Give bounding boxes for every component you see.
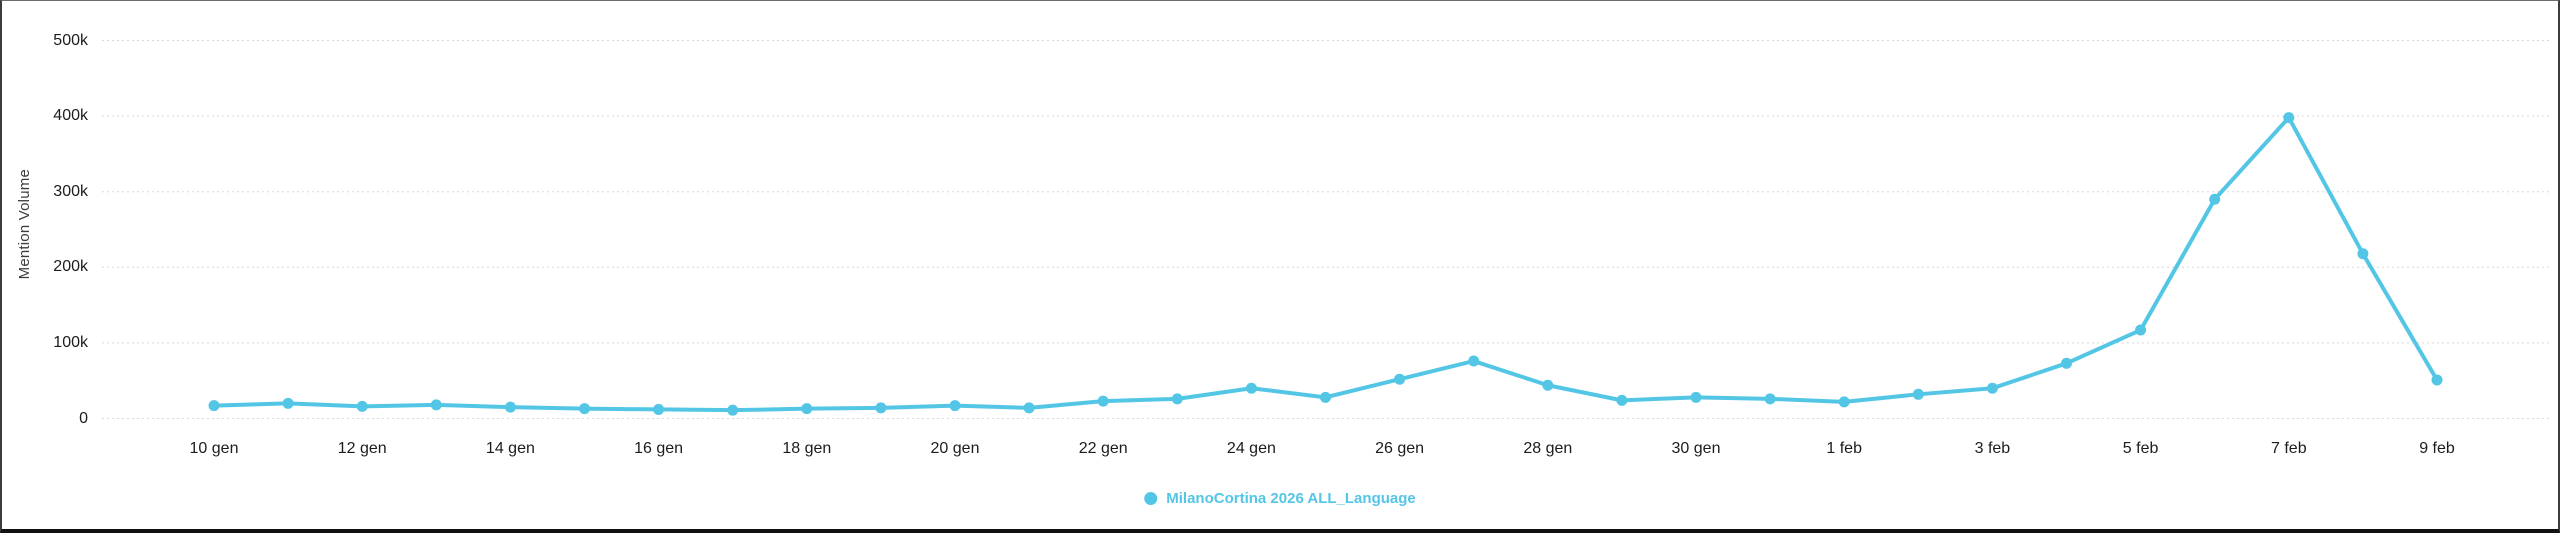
data-point[interactable] [1171,393,1183,405]
data-point[interactable] [801,403,813,415]
data-point[interactable] [1468,355,1480,367]
x-tick-label: 9 feb [2419,440,2455,457]
y-tick-label: 100k [53,333,88,351]
data-point[interactable] [1394,373,1406,385]
data-point[interactable] [356,400,368,412]
data-point[interactable] [949,400,961,412]
y-tick-label: 0 [79,409,88,427]
data-point[interactable] [579,403,590,415]
x-tick-label: 24 gen [1226,440,1276,457]
x-tick-label: 22 gen [1078,440,1128,457]
legend-label: MilanoCortina 2026 ALL_Language [1166,490,1416,507]
x-tick-label: 20 gen [930,440,980,457]
x-tick-label: 3 feb [1974,440,2011,457]
data-point[interactable] [1097,395,1109,407]
data-point[interactable] [1986,382,1998,394]
data-point[interactable] [875,402,887,414]
x-tick-label: 12 gen [337,440,387,457]
data-point[interactable] [2135,324,2147,336]
data-point[interactable] [1912,388,1924,400]
data-point[interactable] [1245,382,1257,394]
data-point[interactable] [2283,112,2295,124]
y-tick-label: 300k [53,182,88,200]
series-line [212,115,2439,413]
data-point[interactable] [2357,248,2369,260]
x-tick-label: 10 gen [189,440,239,457]
data-point[interactable] [727,404,739,416]
y-tick-label: 400k [53,107,88,125]
data-point[interactable] [1542,379,1554,391]
data-point[interactable] [1838,396,1850,408]
legend-dot-icon [1144,492,1158,505]
x-tick-label: 7 feb [2271,440,2307,457]
x-tick-label: 5 feb [2122,440,2159,457]
x-tick-label: 26 gen [1375,440,1425,457]
y-tick-label: 500k [53,31,88,49]
x-tick-label: 18 gen [782,440,832,457]
data-point[interactable] [504,401,516,413]
data-point[interactable] [653,403,665,415]
legend-item[interactable]: MilanoCortina 2026 ALL_Language [1144,490,1416,507]
data-point[interactable] [1023,402,1035,414]
x-tick-label: 16 gen [634,440,684,457]
data-point[interactable] [2431,374,2443,386]
data-point[interactable] [1764,393,1776,405]
x-tick-label: 28 gen [1523,440,1573,457]
x-tick-label: 1 feb [1826,440,1862,457]
data-point[interactable] [430,399,442,411]
data-point[interactable] [2061,357,2072,369]
data-point[interactable] [1320,391,1331,403]
data-point[interactable] [1690,391,1702,403]
data-point[interactable] [2209,193,2221,205]
x-tick-label: 30 gen [1671,440,1721,457]
data-point[interactable] [1616,394,1628,406]
x-tick-label: 14 gen [485,440,535,457]
data-point[interactable] [208,400,220,412]
data-point[interactable] [282,397,294,409]
y-tick-label: 200k [53,258,88,276]
